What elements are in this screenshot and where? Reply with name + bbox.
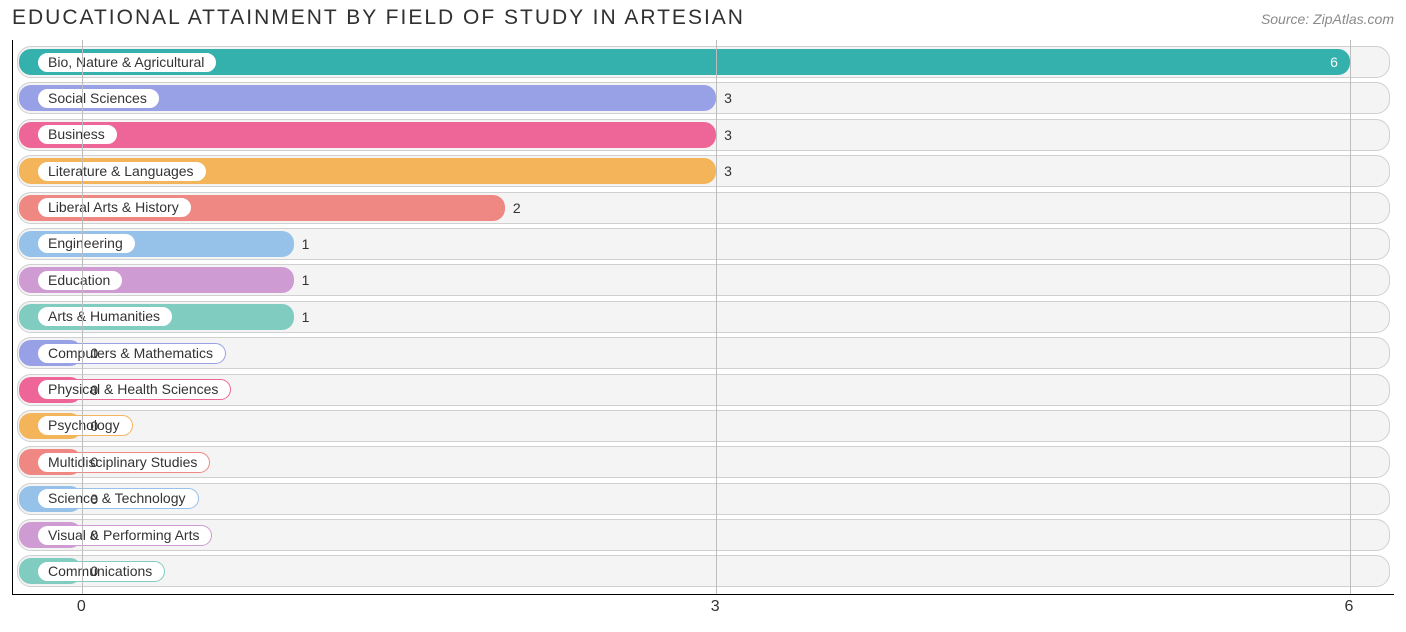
bar-row: Science & Technology0 [13, 483, 1394, 515]
bar-value: 1 [302, 236, 310, 252]
bar-value: 0 [90, 563, 98, 579]
bar-label-pill: Business [37, 124, 118, 145]
bar-label-pill: Communications [37, 561, 165, 582]
bar-label-pill: Engineering [37, 233, 136, 254]
bar-cap [21, 560, 35, 582]
bar-track [17, 555, 1390, 587]
bar-label-pill: Science & Technology [37, 488, 199, 509]
bar-track [17, 410, 1390, 442]
bar-value: 2 [513, 200, 521, 216]
bar-row: Education 1 [13, 264, 1394, 296]
bar-row: Multidisciplinary Studies0 [13, 446, 1394, 478]
title-bar: Educational Attainment by Field of Study… [12, 6, 1394, 30]
bar-row: Psychology0 [13, 410, 1394, 442]
bars-wrap: 6 Bio, Nature & Agricultural Social Scienc… [13, 40, 1394, 594]
chart-title: Educational Attainment by Field of Study… [12, 6, 745, 30]
bar-label-pill: Social Sciences [37, 88, 160, 109]
bar-value: 1 [302, 272, 310, 288]
bar-row: Liberal Arts & History 2 [13, 192, 1394, 224]
bar-track [17, 446, 1390, 478]
x-tick-label: 3 [711, 598, 720, 616]
plot-area: 6 Bio, Nature & Agricultural Social Scienc… [12, 40, 1394, 595]
bar-label-pill: Education [37, 270, 123, 291]
bar-value: 3 [724, 127, 732, 143]
bar-row: 6 Bio, Nature & Agricultural [13, 46, 1394, 78]
bar-label-pill: Visual & Performing Arts [37, 525, 212, 546]
bar-fill: 6 [19, 49, 1350, 75]
bar-label-pill: Literature & Languages [37, 161, 207, 182]
bar-row: Business 3 [13, 119, 1394, 151]
bar-cap [21, 451, 35, 473]
bar-label-pill: Liberal Arts & History [37, 197, 192, 218]
bar-cap [21, 342, 35, 364]
bar-track [17, 519, 1390, 551]
chart-container: Educational Attainment by Field of Study… [0, 0, 1406, 632]
bar-value: 3 [724, 163, 732, 179]
bar-row: Social Sciences 3 [13, 82, 1394, 114]
gridline [716, 40, 717, 594]
x-axis: 0 3 6 [12, 595, 1394, 623]
bar-cap [21, 379, 35, 401]
bar-label-pill: Arts & Humanities [37, 306, 173, 327]
bar-cap [21, 124, 35, 146]
bar-label-pill: Bio, Nature & Agricultural [37, 52, 217, 73]
bar-value: 6 [1330, 54, 1338, 70]
bar-cap [21, 233, 35, 255]
bar-value: 1 [302, 309, 310, 325]
bar-cap [21, 269, 35, 291]
bar-label-pill: Multidisciplinary Studies [37, 452, 210, 473]
bar-row: Visual & Performing Arts0 [13, 519, 1394, 551]
bar-cap [21, 524, 35, 546]
gridline [1350, 40, 1351, 594]
bar-row: Computers & Mathematics0 [13, 337, 1394, 369]
bar-value: 0 [90, 418, 98, 434]
gridline [82, 40, 83, 594]
bar-row: Arts & Humanities 1 [13, 301, 1394, 333]
x-tick-label: 0 [77, 598, 86, 616]
bar-cap [21, 488, 35, 510]
bar-cap [21, 415, 35, 437]
bar-value: 3 [724, 90, 732, 106]
bar-cap [21, 197, 35, 219]
bar-cap [21, 87, 35, 109]
x-tick-label: 6 [1345, 598, 1354, 616]
bar-value: 0 [90, 527, 98, 543]
bar-label-pill: Computers & Mathematics [37, 343, 226, 364]
bar-row: Physical & Health Sciences0 [13, 374, 1394, 406]
bar-row: Communications0 [13, 555, 1394, 587]
bar-value: 0 [90, 454, 98, 470]
bar-row: Literature & Languages 3 [13, 155, 1394, 187]
bar-row: Engineering 1 [13, 228, 1394, 260]
bar-value: 0 [90, 345, 98, 361]
bar-value: 0 [90, 382, 98, 398]
bar-fill [19, 122, 716, 148]
source-attribution: Source: ZipAtlas.com [1261, 11, 1394, 27]
bar-cap [21, 51, 35, 73]
bar-value: 0 [90, 491, 98, 507]
bar-cap [21, 306, 35, 328]
bar-cap [21, 160, 35, 182]
bar-label-pill: Psychology [37, 415, 133, 436]
bar-track [17, 483, 1390, 515]
bar-label-pill: Physical & Health Sciences [37, 379, 231, 400]
